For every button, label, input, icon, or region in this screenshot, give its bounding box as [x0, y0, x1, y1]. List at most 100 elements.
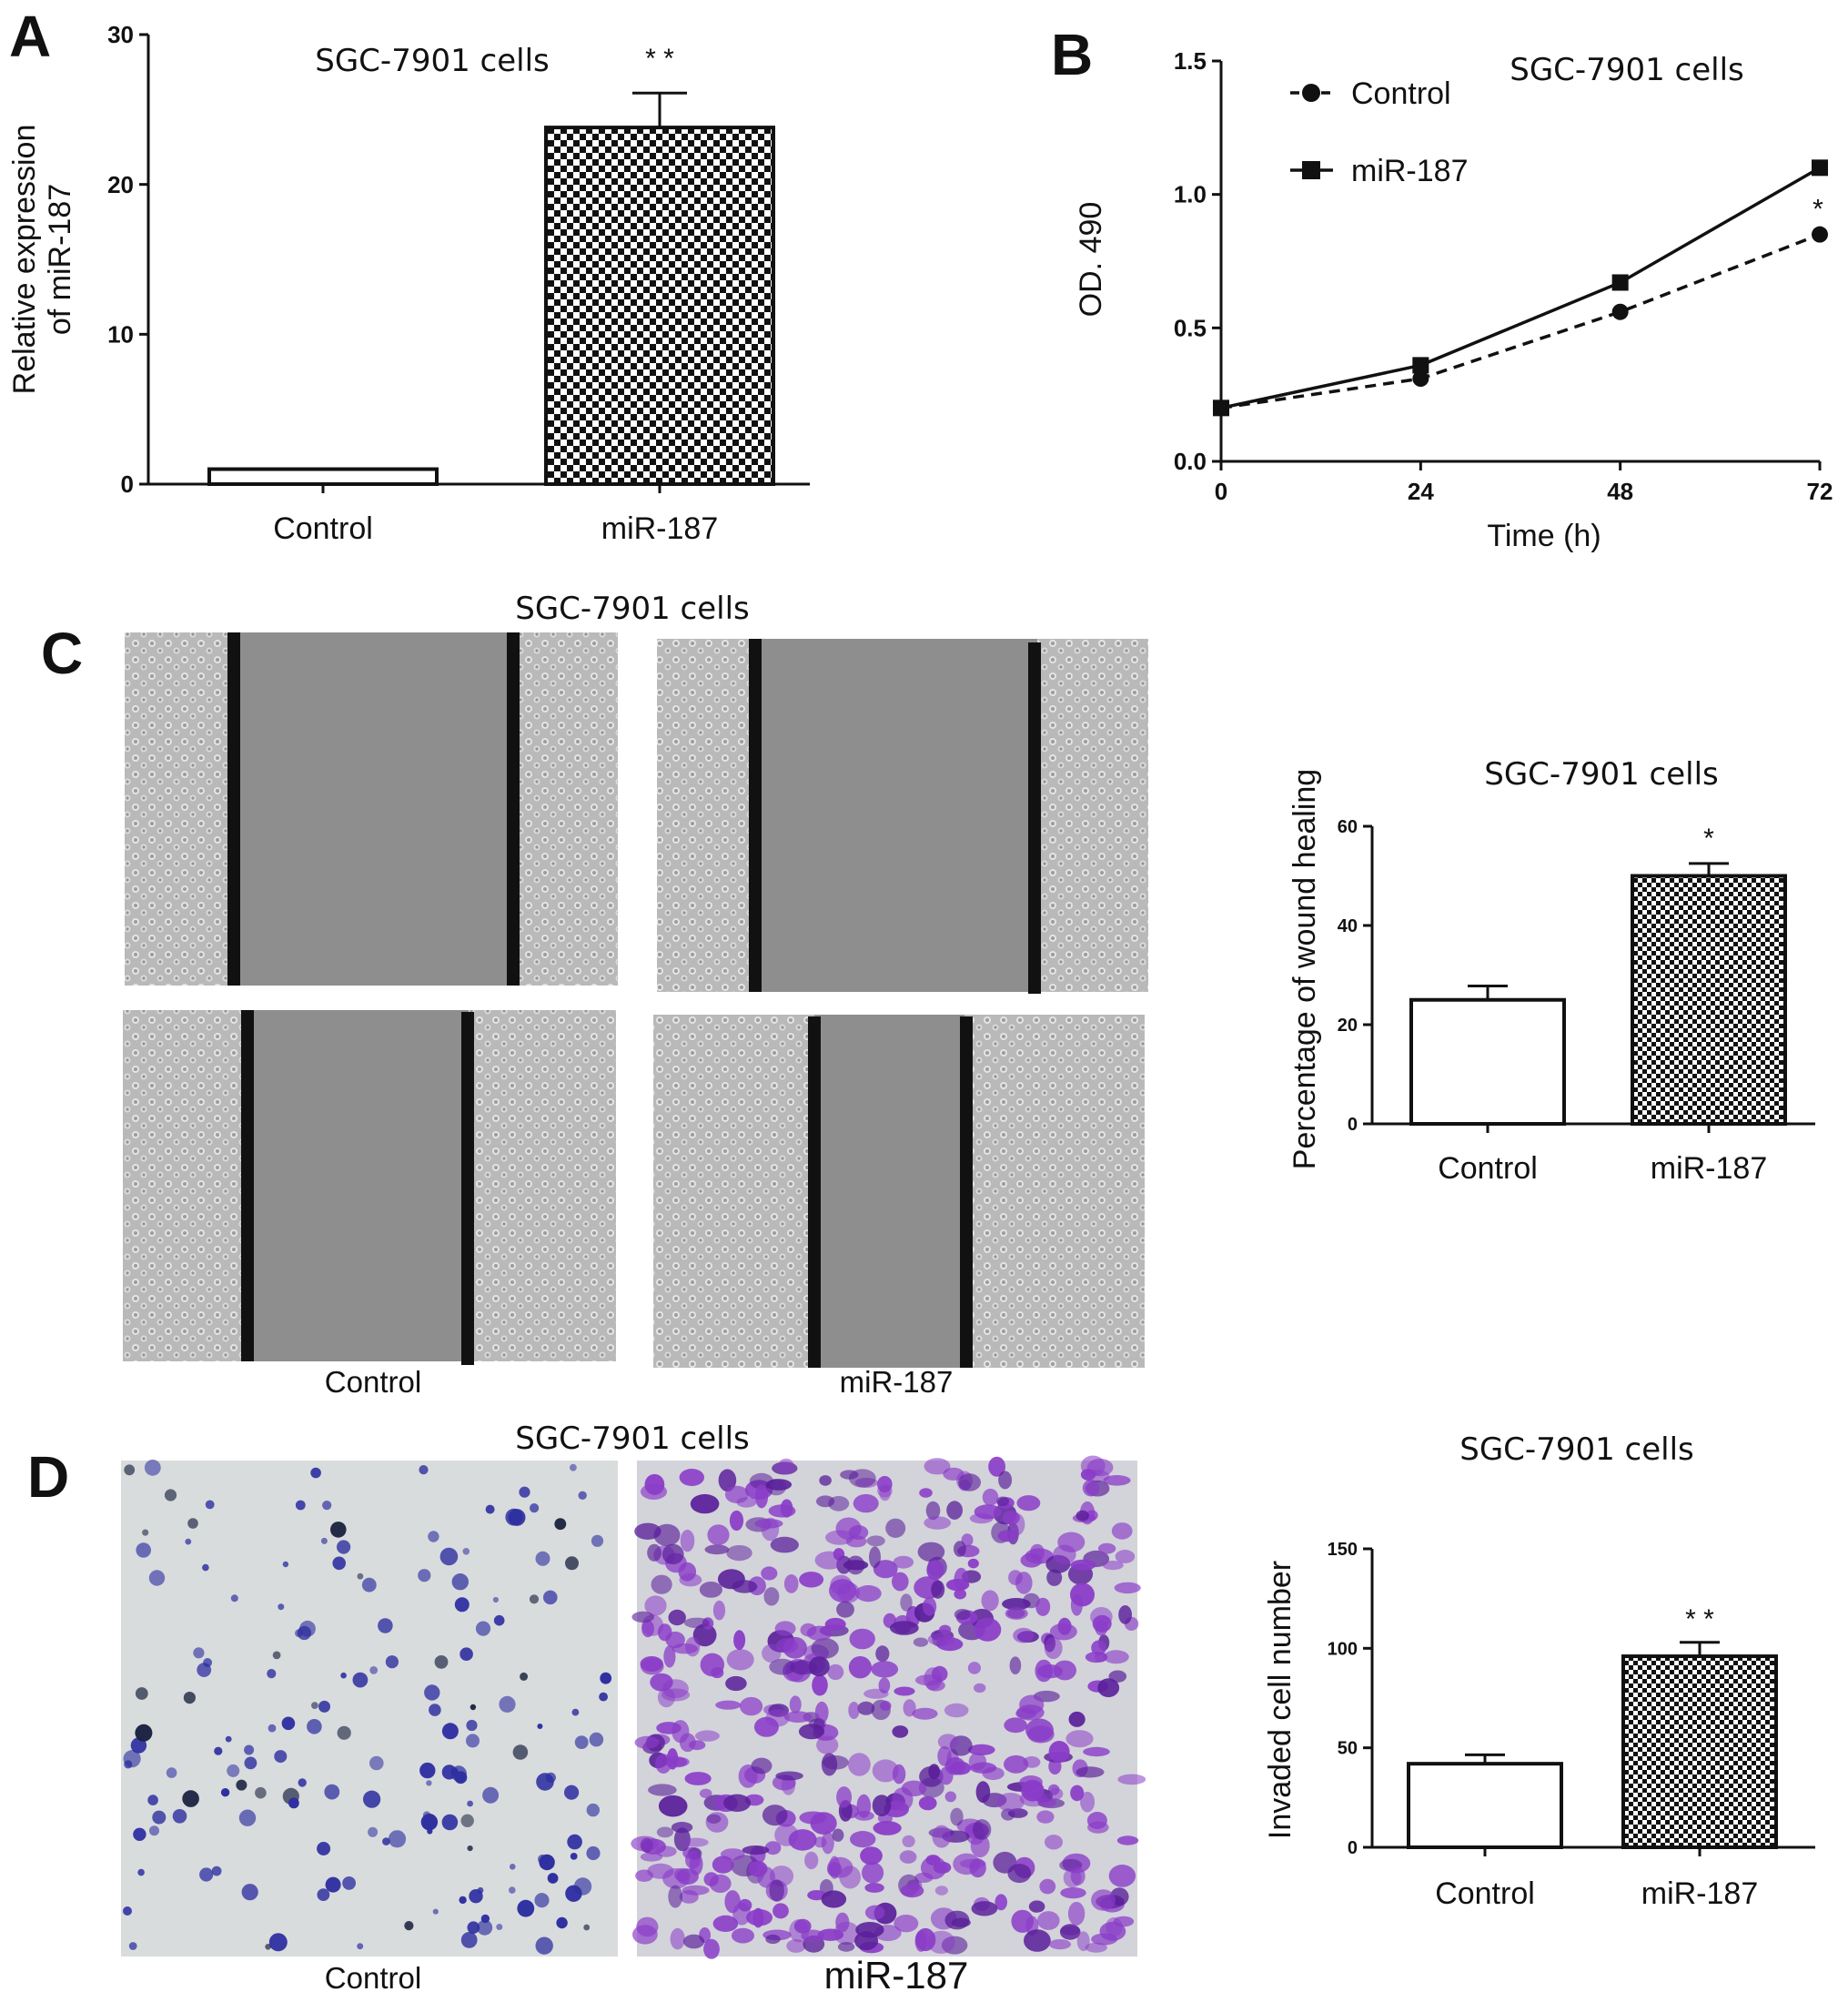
stained-cell [434, 1655, 449, 1669]
stained-cell [357, 1943, 364, 1950]
stained-cell [424, 1684, 440, 1701]
stained-cell [848, 1753, 871, 1776]
stained-cell [318, 1700, 330, 1713]
stained-cell [493, 1614, 505, 1626]
stained-cell [972, 1819, 992, 1840]
stained-cell [732, 1580, 758, 1593]
stained-cell [968, 1753, 987, 1771]
stained-cell [427, 1828, 433, 1835]
stained-cell [653, 1523, 681, 1547]
stained-cell [211, 1866, 222, 1876]
stained-cell [988, 1456, 1005, 1477]
stained-cell [1023, 1592, 1040, 1609]
stained-cell [641, 1620, 654, 1638]
stained-cell [680, 1529, 695, 1552]
stained-cell [547, 1873, 559, 1884]
stained-cell [873, 1560, 898, 1579]
chart-a-title: SGC-7901 cells [315, 43, 550, 79]
stained-cell [724, 1890, 741, 1914]
stained-cell [738, 1764, 758, 1788]
stained-cell [981, 1590, 999, 1612]
stained-cell [460, 1932, 478, 1948]
stained-cell [723, 1794, 752, 1813]
stained-cell [813, 1836, 827, 1848]
stained-cell [469, 1889, 483, 1904]
stained-cell [591, 1534, 604, 1547]
stained-cell [647, 1543, 661, 1562]
stained-cell [1045, 1835, 1063, 1850]
stained-cell [900, 1884, 924, 1898]
stained-cell [1039, 1878, 1056, 1895]
stained-cell [765, 1709, 790, 1727]
stained-cell [554, 1518, 567, 1531]
chart-d-xtick-label: Control [1435, 1876, 1535, 1911]
stained-cell [920, 1855, 947, 1880]
stained-cell [1004, 1717, 1027, 1734]
stained-cell [1048, 1741, 1070, 1763]
chart-a-ylabel: Relative expressionof miR-187 [7, 125, 77, 395]
stained-cell [801, 1929, 824, 1943]
stained-cell [770, 1536, 799, 1553]
stained-cell [946, 1501, 963, 1520]
chart-a-xtick-label: Control [273, 511, 373, 546]
stained-cell [325, 1876, 341, 1893]
stained-cell [466, 1734, 480, 1748]
stained-cell [873, 1821, 902, 1835]
chart-d-title: SGC-7901 cells [1459, 1431, 1694, 1468]
stained-cell [848, 1525, 869, 1540]
stained-cell [655, 1845, 677, 1857]
stained-cell [762, 1643, 782, 1663]
stained-cell [950, 1807, 964, 1826]
stained-cell [282, 1561, 289, 1568]
chart-a-ytick-label: 0 [121, 470, 134, 498]
chart-b-ylabel: OD. 490 [1074, 202, 1108, 318]
stained-cell [1068, 1711, 1086, 1727]
stained-cell [671, 1822, 693, 1834]
stained-cell [996, 1793, 1025, 1812]
stained-cell [866, 1535, 885, 1547]
stained-cell [182, 1790, 199, 1807]
stained-cell [480, 1914, 490, 1924]
stained-cell [574, 1735, 589, 1749]
stained-cell [586, 1845, 601, 1861]
stained-cell [152, 1810, 167, 1825]
stained-cell [1019, 1790, 1048, 1807]
stained-cell [1063, 1868, 1082, 1888]
stained-cell [1002, 1511, 1020, 1525]
stained-cell [869, 1546, 881, 1569]
stained-cell [934, 1886, 948, 1896]
stained-cell [657, 1623, 672, 1642]
stained-cell [807, 1890, 826, 1901]
stained-cell [1060, 1887, 1086, 1899]
stained-cell [227, 1764, 240, 1777]
chart-b-xtick-label: 0 [1215, 478, 1227, 505]
stained-cell [811, 1638, 839, 1659]
stained-cell [330, 1522, 347, 1538]
stained-cell [1015, 1572, 1033, 1594]
stained-cell [683, 1617, 711, 1629]
stained-cell [749, 1472, 774, 1490]
stained-cell [954, 1541, 966, 1557]
stained-cell [733, 1630, 746, 1651]
stained-cell [924, 1516, 952, 1530]
stained-cell [816, 1495, 835, 1508]
stained-cell [124, 1464, 136, 1476]
stained-cell [214, 1746, 223, 1755]
stained-cell [775, 1771, 803, 1781]
stained-cell [954, 1609, 971, 1621]
stained-cell [840, 1470, 859, 1480]
stained-cell [944, 1703, 969, 1718]
stained-cell [938, 1624, 952, 1635]
stained-cell [752, 1907, 764, 1928]
stained-cell [668, 1609, 686, 1626]
stained-cell [672, 1720, 690, 1744]
stained-cell [631, 1611, 654, 1623]
stained-cell [892, 1572, 909, 1592]
stained-cell [1117, 1774, 1146, 1785]
stained-cell [856, 1794, 872, 1818]
stained-cell [310, 1467, 321, 1479]
stained-cell [761, 1517, 780, 1542]
stained-cell [699, 1788, 712, 1799]
stained-cell [821, 1753, 838, 1776]
stained-cell [193, 1647, 205, 1659]
